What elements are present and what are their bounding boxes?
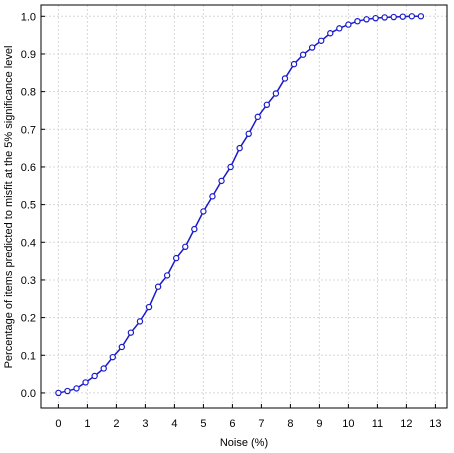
x-tick-label: 5 — [200, 418, 206, 430]
plot-background — [41, 5, 447, 408]
plot-frame — [40, 4, 448, 409]
data-point — [154, 283, 162, 290]
series-group — [55, 13, 425, 397]
data-point — [163, 272, 171, 279]
data-point — [145, 303, 153, 311]
data-point — [390, 13, 397, 21]
data-point — [136, 318, 144, 325]
data-point — [399, 13, 406, 20]
data-point — [200, 208, 207, 215]
x-tick-label: 13 — [429, 418, 441, 430]
x-axis-ticks: 0 1 2 3 4 5 6 7 8 9 10 11 12 13 — [55, 404, 442, 430]
data-point — [290, 60, 298, 68]
x-tick-label: 4 — [171, 418, 177, 430]
data-point — [173, 254, 180, 262]
y-tick-label: 0.5 — [21, 200, 36, 212]
x-tick-label: 7 — [258, 418, 264, 430]
data-point — [191, 225, 198, 233]
x-tick-label: 2 — [113, 418, 119, 430]
data-point — [372, 14, 379, 22]
data-point — [55, 389, 62, 397]
x-tick-label: 11 — [372, 418, 383, 430]
data-point — [272, 90, 280, 97]
x-tick-label: 3 — [142, 418, 148, 430]
data-point — [236, 144, 243, 152]
data-point — [354, 17, 361, 25]
data-point — [109, 353, 116, 361]
x-axis-label: Noise (%) — [220, 437, 268, 449]
data-point — [218, 177, 225, 185]
data-point — [91, 372, 98, 380]
x-tick-label: 6 — [229, 418, 235, 430]
data-point — [227, 163, 234, 171]
y-tick-label: 0.0 — [21, 388, 36, 400]
data-point — [318, 37, 325, 44]
data-point — [254, 113, 261, 121]
y-tick-label: 0.9 — [21, 49, 36, 61]
data-point — [73, 385, 80, 392]
y-axis-ticks: 0.0 0.1 0.2 0.3 0.4 0.5 0.6 0.7 0.8 0.9 1.0 — [21, 11, 45, 400]
data-point — [408, 13, 416, 20]
y-axis-label: Percentage of items predicted to misfit … — [3, 46, 15, 369]
y-tick-label: 0.1 — [21, 350, 36, 362]
data-point — [182, 243, 189, 250]
y-tick-label: 0.4 — [21, 237, 36, 249]
y-tick-label: 1.0 — [21, 11, 36, 23]
data-point — [100, 365, 107, 372]
data-point — [209, 193, 216, 200]
y-tick-label: 0.2 — [21, 313, 36, 325]
data-point — [363, 16, 370, 23]
x-tick-label: 12 — [400, 418, 412, 430]
data-point — [245, 130, 252, 138]
y-tick-label: 0.6 — [21, 162, 36, 174]
data-point — [64, 387, 71, 395]
x-tick-label: 8 — [287, 418, 293, 430]
y-tick-label: 0.7 — [21, 124, 36, 136]
data-point — [345, 21, 352, 28]
data-point — [118, 343, 126, 351]
y-tick-label: 0.8 — [21, 87, 36, 99]
x-tick-label: 1 — [84, 418, 90, 430]
data-point — [127, 329, 135, 336]
data-point — [327, 30, 334, 37]
data-point — [417, 13, 425, 20]
data-point — [381, 14, 388, 21]
x-tick-label: 9 — [316, 418, 322, 430]
x-tick-label: 0 — [55, 418, 61, 430]
data-point — [263, 101, 271, 109]
data-point — [336, 25, 343, 32]
y-tick-label: 0.3 — [21, 275, 36, 287]
data-point — [308, 44, 316, 51]
data-point — [82, 379, 89, 386]
data-point — [281, 75, 289, 82]
x-tick-label: 10 — [342, 418, 354, 430]
data-point — [299, 51, 307, 58]
grid-lines — [41, 5, 447, 408]
